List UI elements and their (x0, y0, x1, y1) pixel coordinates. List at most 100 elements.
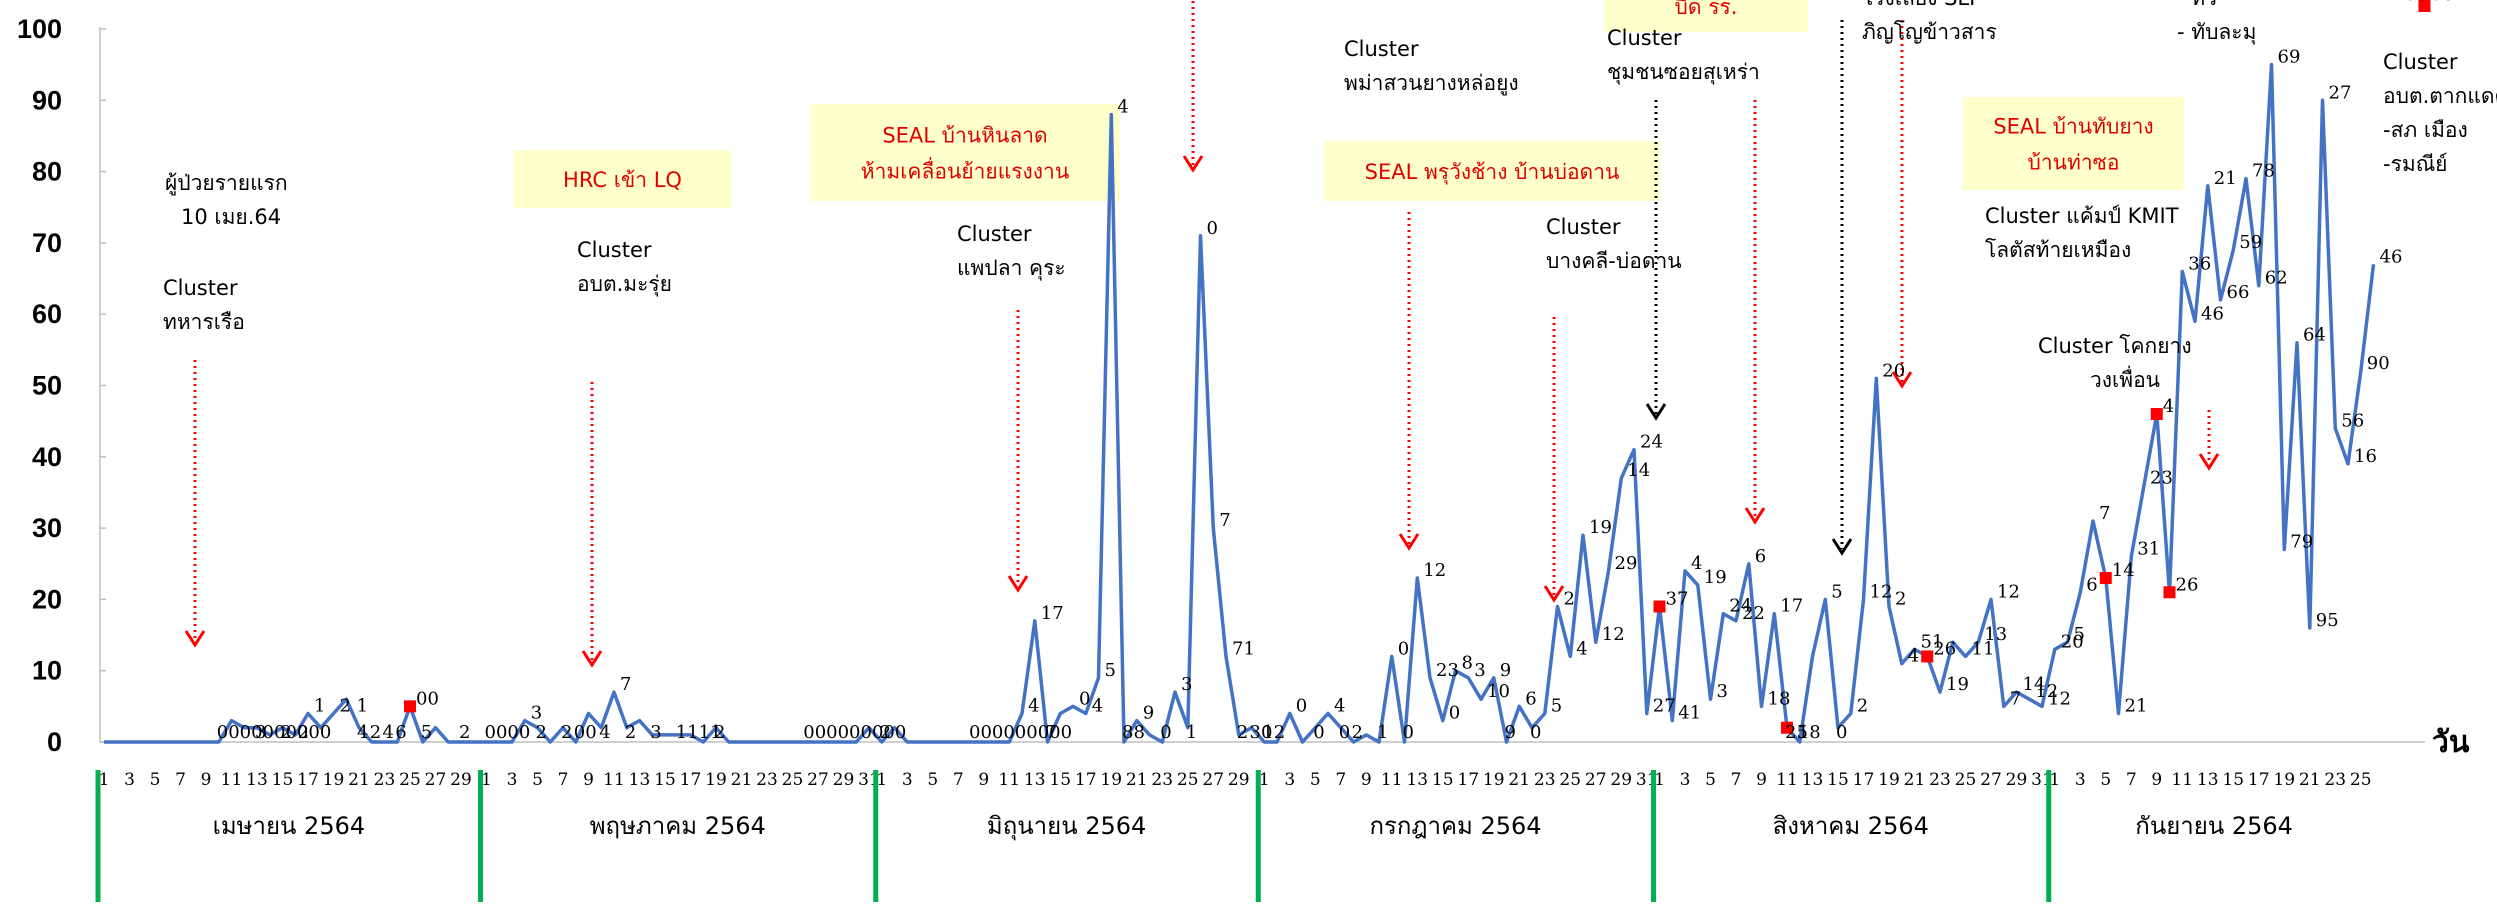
y-tick-label: 40 (32, 442, 62, 472)
data-label: 17 (1780, 596, 1803, 617)
data-label: 52 (2418, 0, 2441, 5)
annotation-text: Cluster (163, 276, 238, 300)
data-label: 18 (1768, 688, 1791, 709)
annotation-text: พม่าสวนยางหล่อยูง (1344, 71, 1519, 96)
seal-box (1324, 141, 1660, 201)
arrow-head (1398, 533, 1420, 551)
x-tick-label: 23 (1151, 770, 1173, 790)
data-label: 23 (2150, 467, 2173, 488)
data-label: 00 (416, 688, 439, 709)
x-tick-label: 3 (1680, 770, 1691, 790)
data-label: 18 (1798, 722, 1821, 743)
x-tick-label: 3 (507, 770, 518, 790)
data-label: 56 (2341, 410, 2364, 431)
data-label: 71 (1232, 638, 1255, 659)
data-label: 0 (1339, 722, 1350, 743)
y-tick-label: 20 (32, 584, 62, 614)
x-tick-label: 15 (1432, 770, 1454, 790)
data-label: 17 (1041, 603, 1064, 624)
data-label: 20 (1882, 360, 1905, 381)
data-label: 14 (2023, 674, 2046, 695)
seal-box (1604, 0, 1808, 32)
data-label: 0 (1449, 703, 1460, 724)
arrow-head (1543, 585, 1565, 603)
data-label: 9 (1500, 660, 1511, 681)
x-tick-label: 7 (1335, 770, 1346, 790)
x-tick-label: 29 (2006, 770, 2028, 790)
data-label: 51 (1921, 631, 1944, 652)
data-label: 0000000000 (217, 722, 332, 743)
month-label: เมษายน 2564 (213, 812, 366, 840)
x-tick-label: 9 (583, 770, 594, 790)
x-tick-label: 5 (150, 770, 161, 790)
data-label: 24 (1640, 432, 1663, 453)
y-tick-label: 60 (32, 299, 62, 329)
data-label: 3 (1474, 660, 1485, 681)
data-label: 3 (531, 703, 542, 724)
x-tick-label: 25 (782, 770, 804, 790)
daily-cases-line (104, 62, 2376, 744)
data-label: 0 (1836, 722, 1847, 743)
data-label: 25 (1785, 722, 1808, 743)
y-axis-ticks: 0 10 20 30 40 50 60 70 80 90 100 (17, 14, 106, 757)
x-tick-label: 13 (1024, 770, 1046, 790)
annotation-text: 10 เมย.64 (181, 205, 281, 229)
data-label: 20 (2061, 631, 2084, 652)
x-tick-label: 21 (1508, 770, 1530, 790)
data-label: 2 2 (281, 722, 310, 743)
month-label: กันยายน 2564 (2135, 812, 2293, 840)
x-tick-label: 21 (2299, 770, 2321, 790)
x-tick-label: 3 (124, 770, 135, 790)
data-label: 4 (1334, 695, 1345, 716)
x-tick-label: 11 (2171, 770, 2193, 790)
month-label: มิถุนายน 2564 (987, 812, 1146, 841)
arrow-head (2198, 453, 2220, 471)
data-label: 12 (1870, 581, 1893, 602)
data-label: 0 (1160, 722, 1171, 743)
data-label: 2 (459, 722, 470, 743)
x-tick-label: 1 (99, 770, 110, 790)
data-label: 4 (1028, 695, 1039, 716)
x-tick-label: 13 (246, 770, 268, 790)
data-label: 0 (1398, 638, 1409, 659)
case-marker (1921, 650, 1934, 663)
month-separators (95, 770, 2052, 902)
data-label: 4 (2163, 396, 2174, 417)
x-tick-label: 9 (2151, 770, 2162, 790)
data-label: 41 (1678, 703, 1701, 724)
annotation-text: Cluster (1344, 37, 1419, 61)
x-tick-label: 21 (1126, 770, 1148, 790)
x-tick-label: 11 (1381, 770, 1403, 790)
x-tick-label: 1 (876, 770, 887, 790)
data-label: 2 (1895, 589, 1906, 610)
x-tick-label: 17 (1457, 770, 1479, 790)
annotation-text: Cluster (957, 222, 1032, 246)
annotation-text: ทหารเรือ (163, 310, 245, 334)
data-label: 2 (536, 722, 547, 743)
month-label: พฤษภาคม 2564 (590, 812, 766, 840)
annotation-text: -สภ เมือง (2383, 118, 2468, 142)
y-tick-label: 100 (17, 14, 62, 44)
x-tick-label: 9 (201, 770, 212, 790)
x-tick-label: 13 (1802, 770, 1824, 790)
data-label: 66 (2227, 282, 2250, 303)
x-tick-label: 5 (532, 770, 543, 790)
x-tick-label: 3 (902, 770, 913, 790)
data-label: 19 (1589, 517, 1612, 538)
seal-box-text: บิด รร. (1675, 0, 1738, 19)
x-tick-label: 13 (2197, 770, 2219, 790)
data-label: 2 (714, 722, 725, 743)
x-axis-unit-label: วัน (2432, 725, 2470, 760)
data-label: 000000000 (803, 722, 906, 743)
x-tick-label: 7 (175, 770, 186, 790)
x-tick-label: 19 (1100, 770, 1122, 790)
y-tick-label: 50 (32, 371, 62, 401)
seal-box-text: ห้ามเคลื่อนย้ายแรงงาน (861, 157, 1069, 184)
x-tick-label: 27 (807, 770, 829, 790)
x-tick-label: 7 (953, 770, 964, 790)
data-label: 4 (1576, 638, 1587, 659)
annotation-text: ภิญโญข้าวสาร (1862, 20, 1997, 44)
data-label: 2 (625, 722, 636, 743)
x-tick-label: 23 (2324, 770, 2346, 790)
data-label: 9 (1143, 703, 1154, 724)
